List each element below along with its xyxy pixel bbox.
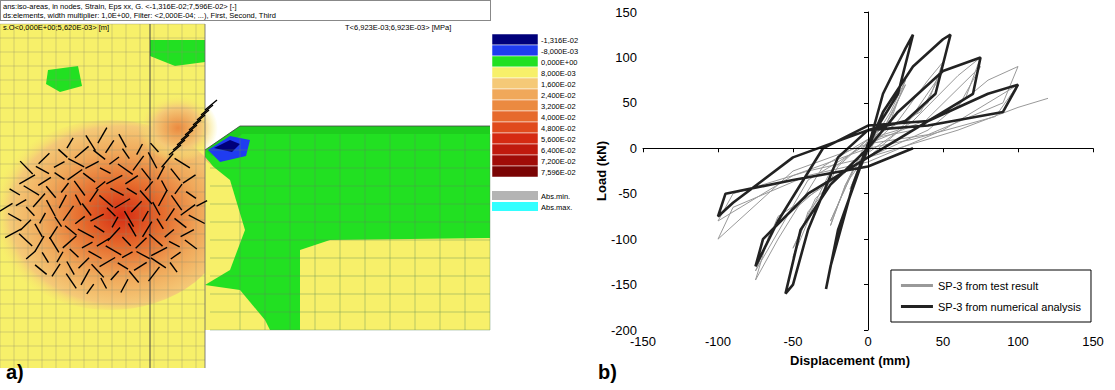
svg-text:-150: -150 xyxy=(611,277,637,292)
svg-text:0,000E+00: 0,000E+00 xyxy=(541,58,578,67)
svg-text:-150: -150 xyxy=(630,334,656,349)
svg-text:Abs.min.: Abs.min. xyxy=(541,192,570,201)
svg-text:50: 50 xyxy=(936,334,950,349)
svg-text:6,400E-02: 6,400E-02 xyxy=(541,146,576,155)
svg-text:0: 0 xyxy=(864,334,871,349)
svg-text:1,600E-02: 1,600E-02 xyxy=(541,80,576,89)
svg-text:Displacement (mm): Displacement (mm) xyxy=(790,353,910,368)
svg-text:4,000E-02: 4,000E-02 xyxy=(541,113,576,122)
svg-text:100: 100 xyxy=(615,50,637,65)
svg-text:50: 50 xyxy=(623,95,637,110)
svg-text:-200: -200 xyxy=(611,322,637,338)
svg-text:SP-3 from test result: SP-3 from test result xyxy=(938,280,1038,292)
svg-text:-1,316E-02: -1,316E-02 xyxy=(541,36,578,45)
svg-text:7,596E-02: 7,596E-02 xyxy=(541,168,576,177)
svg-text:SP-3 from numerical analysis: SP-3 from numerical analysis xyxy=(938,301,1082,313)
svg-text:-100: -100 xyxy=(611,232,637,247)
svg-text:8,000E-03: 8,000E-03 xyxy=(541,69,576,78)
svg-text:Load (kN): Load (kN) xyxy=(594,141,609,201)
svg-text:0: 0 xyxy=(630,141,637,156)
svg-text:ans:iso-areas, in nodes, Strai: ans:iso-areas, in nodes, Strain, Eps xx,… xyxy=(3,2,236,11)
svg-text:T<6,923E-03;6,923E-03> [MPa]: T<6,923E-03;6,923E-03> [MPa] xyxy=(345,23,451,32)
svg-text:-8,000E-03: -8,000E-03 xyxy=(541,47,578,56)
svg-text:ds:elements, width multiplier:: ds:elements, width multiplier: 1,0E+00, … xyxy=(3,11,276,20)
html-text:b): b) xyxy=(598,361,617,383)
svg-text:5,600E-02: 5,600E-02 xyxy=(541,135,576,144)
svg-text:150: 150 xyxy=(1082,334,1104,349)
svg-text:100: 100 xyxy=(1007,334,1029,349)
svg-text:-50: -50 xyxy=(618,186,637,201)
svg-text:Abs.max.: Abs.max. xyxy=(541,203,572,212)
html-text:a): a) xyxy=(6,361,24,383)
svg-text:7,200E-02: 7,200E-02 xyxy=(541,157,576,166)
svg-text:3,200E-02: 3,200E-02 xyxy=(541,102,576,111)
svg-text:150: 150 xyxy=(615,5,637,20)
svg-text:4,800E-02: 4,800E-02 xyxy=(541,124,576,133)
svg-text:2,400E-02: 2,400E-02 xyxy=(541,91,576,100)
svg-text:s.O<0,000E+00;5,620E-03> [m]: s.O<0,000E+00;5,620E-03> [m] xyxy=(3,23,109,32)
svg-text:-50: -50 xyxy=(784,334,803,349)
svg-text:-100: -100 xyxy=(705,334,731,349)
